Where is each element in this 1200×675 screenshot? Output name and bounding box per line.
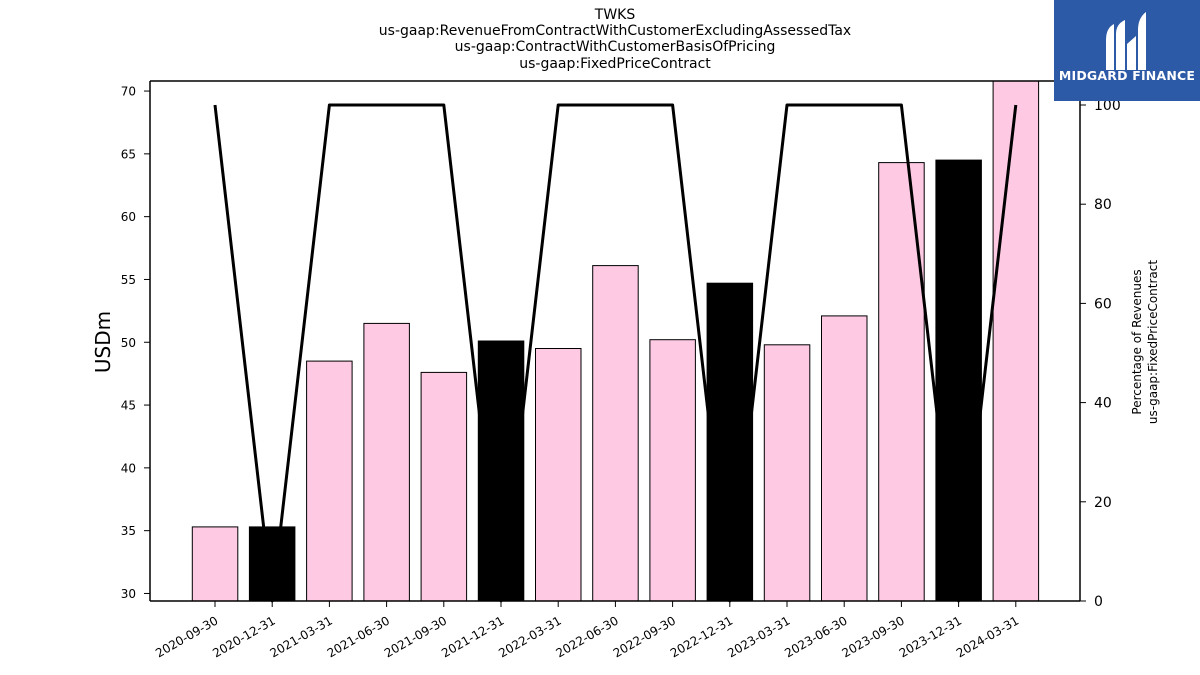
x-tick-label: 2023-03-31 bbox=[725, 613, 792, 660]
chart-bar bbox=[363, 322, 410, 601]
x-tick-label: 2021-12-31 bbox=[439, 613, 506, 660]
chart-title-line: us-gaap:RevenueFromContractWithCustomerE… bbox=[378, 23, 852, 39]
y2-tick-label: 80 bbox=[1094, 197, 1112, 213]
y2-tick-label: 40 bbox=[1094, 396, 1112, 412]
x-tick-label: 2021-09-30 bbox=[382, 613, 449, 660]
x-tick-label: 2024-03-31 bbox=[954, 613, 1021, 660]
y-tick-label: 70 bbox=[121, 85, 136, 99]
y-tick-label: 45 bbox=[121, 399, 136, 413]
y-tick-label: 50 bbox=[121, 336, 136, 350]
chart-bar bbox=[535, 348, 582, 601]
x-tick-label: 2022-09-30 bbox=[611, 613, 678, 660]
y-tick-label: 55 bbox=[121, 273, 136, 287]
y2-tick-label: 20 bbox=[1094, 495, 1112, 511]
chart-bar bbox=[706, 282, 754, 601]
x-tick-label: 2022-03-31 bbox=[496, 613, 563, 660]
chart-bar bbox=[649, 339, 696, 601]
x-tick-label: 2021-06-30 bbox=[325, 613, 392, 660]
x-tick-label: 2023-12-31 bbox=[897, 613, 964, 660]
chart-line-series bbox=[213, 103, 1018, 603]
chart-bar bbox=[935, 159, 982, 601]
y-tick-label: 40 bbox=[121, 461, 136, 475]
y-axis-label: USDm bbox=[91, 311, 115, 373]
y2-axis-label-line: us-gaap:FixedPriceContract bbox=[1146, 260, 1160, 424]
y-tick-label: 65 bbox=[121, 147, 136, 161]
chart-bar bbox=[878, 162, 925, 601]
chart-bar bbox=[592, 265, 639, 601]
x-tick-label: 2021-03-31 bbox=[267, 613, 334, 660]
x-tick-label: 2020-09-30 bbox=[153, 613, 220, 660]
y2-tick-label: 60 bbox=[1094, 296, 1112, 312]
chart-title-line: us-gaap:FixedPriceContract bbox=[519, 56, 711, 72]
midgard-m-icon bbox=[1106, 12, 1146, 70]
chart-bar bbox=[992, 81, 1040, 601]
y2-tick-label: 100 bbox=[1094, 98, 1121, 114]
y-tick-label: 35 bbox=[121, 524, 136, 538]
chart-title-line: us-gaap:ContractWithCustomerBasisOfPrici… bbox=[454, 39, 776, 55]
y-tick-label: 30 bbox=[121, 587, 136, 601]
brand-logo-text: MIDGARD FINANCE bbox=[1058, 68, 1196, 83]
y2-tick-label: 0 bbox=[1094, 594, 1103, 610]
x-tick-label: 2022-06-30 bbox=[553, 613, 620, 660]
brand-logo: MIDGARD FINANCE bbox=[1054, 0, 1200, 101]
chart-bar bbox=[191, 526, 239, 601]
x-tick-label: 2023-06-30 bbox=[782, 613, 849, 660]
y-tick-label: 60 bbox=[121, 210, 136, 224]
x-tick-label: 2022-12-31 bbox=[668, 613, 735, 660]
chart-bar bbox=[763, 344, 811, 601]
chart-bar bbox=[420, 371, 468, 601]
x-tick-label: 2023-09-30 bbox=[839, 613, 906, 660]
x-tick-label: 2020-12-31 bbox=[210, 613, 277, 660]
chart-bar bbox=[306, 360, 353, 601]
chart-bar bbox=[821, 315, 868, 601]
chart-title-line: TWKS bbox=[594, 7, 636, 23]
y2-axis-label-line: Percentage of Revenues bbox=[1130, 269, 1144, 414]
